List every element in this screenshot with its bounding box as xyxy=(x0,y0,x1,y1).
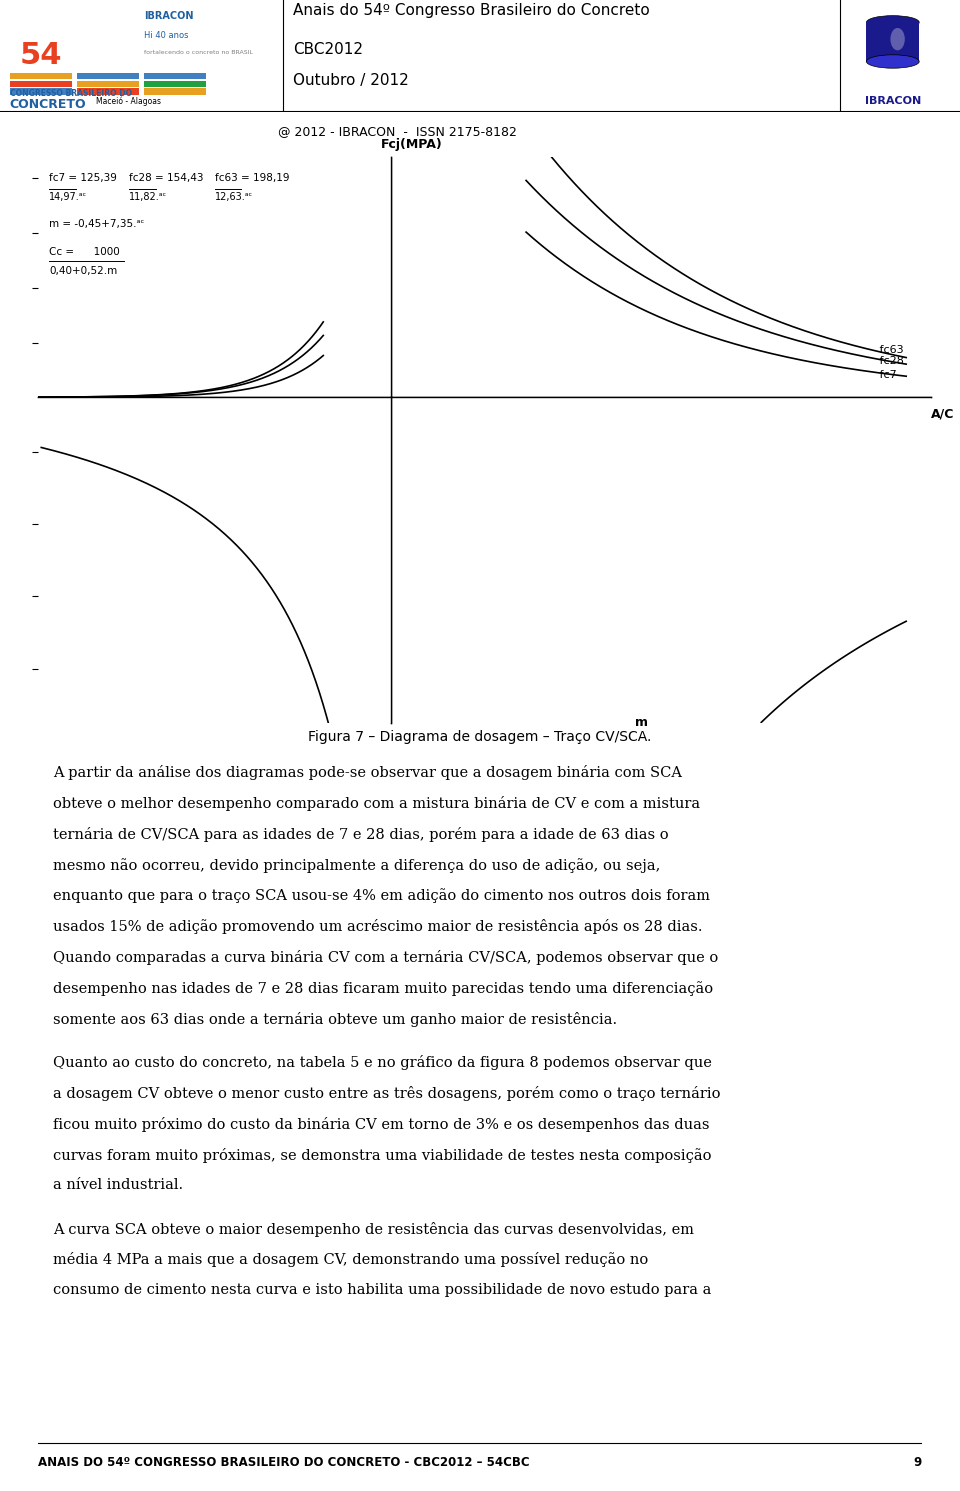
Text: CBC2012: CBC2012 xyxy=(293,43,363,58)
Text: média 4 MPa a mais que a dosagem CV, demonstrando uma possível redução no: média 4 MPa a mais que a dosagem CV, dem… xyxy=(53,1252,648,1267)
Text: 14,97.ᵃᶜ: 14,97.ᵃᶜ xyxy=(49,192,87,203)
Ellipse shape xyxy=(891,28,904,51)
Text: Anais do 54º Congresso Brasileiro do Concreto: Anais do 54º Congresso Brasileiro do Con… xyxy=(293,3,650,18)
Bar xyxy=(77,88,139,95)
Text: fc7 = 125,39: fc7 = 125,39 xyxy=(49,173,117,183)
Text: curvas foram muito próximas, se demonstra uma viabilidade de testes nesta compos: curvas foram muito próximas, se demonstr… xyxy=(53,1148,711,1163)
Text: fortalecendo o concreto no BRASIL: fortalecendo o concreto no BRASIL xyxy=(144,51,253,55)
Text: a dosagem CV obteve o menor custo entre as três dosagens, porém como o traço ter: a dosagem CV obteve o menor custo entre … xyxy=(53,1085,720,1100)
Bar xyxy=(10,81,72,88)
Text: IBRACON: IBRACON xyxy=(865,97,921,106)
Text: Quanto ao custo do concreto, na tabela 5 e no gráfico da figura 8 podemos observ: Quanto ao custo do concreto, na tabela 5… xyxy=(53,1056,711,1071)
Bar xyxy=(867,22,920,61)
Text: A/C: A/C xyxy=(931,407,954,420)
Text: desempenho nas idades de 7 e 28 dias ficaram muito parecidas tendo uma diferenci: desempenho nas idades de 7 e 28 dias fic… xyxy=(53,981,713,996)
Text: 54: 54 xyxy=(19,42,61,70)
Text: 11,82.ᵃᶜ: 11,82.ᵃᶜ xyxy=(130,192,167,203)
Text: CONGRESSO BRASILEIRO DO: CONGRESSO BRASILEIRO DO xyxy=(10,89,132,98)
Text: somente aos 63 dias onde a ternária obteve um ganho maior de resistência.: somente aos 63 dias onde a ternária obte… xyxy=(53,1012,617,1027)
Text: A curva SCA obteve o maior desempenho de resistência das curvas desenvolvidas, e: A curva SCA obteve o maior desempenho de… xyxy=(53,1221,694,1236)
Bar xyxy=(144,73,206,79)
Text: obteve o melhor desempenho comparado com a mistura binária de CV e com a mistura: obteve o melhor desempenho comparado com… xyxy=(53,796,700,811)
Bar xyxy=(77,81,139,88)
Text: Figura 7 – Diagrama de dosagem – Traço CV/SCA.: Figura 7 – Diagrama de dosagem – Traço C… xyxy=(308,729,652,744)
Bar xyxy=(144,81,206,88)
Text: fc28: fc28 xyxy=(876,356,904,365)
Ellipse shape xyxy=(867,55,920,69)
Text: usados 15% de adição promovendo um acréscimo maior de resistência após os 28 dia: usados 15% de adição promovendo um acrés… xyxy=(53,920,703,935)
Text: a nível industrial.: a nível industrial. xyxy=(53,1178,183,1193)
Text: Maceió - Alagoas: Maceió - Alagoas xyxy=(96,97,161,106)
Text: ternária de CV/SCA para as idades de 7 e 28 dias, porém para a idade de 63 dias : ternária de CV/SCA para as idades de 7 e… xyxy=(53,828,668,842)
Text: m = -0,45+7,35.ᵃᶜ: m = -0,45+7,35.ᵃᶜ xyxy=(49,219,144,230)
Text: enquanto que para o traço SCA usou-se 4% em adição do cimento nos outros dois fo: enquanto que para o traço SCA usou-se 4%… xyxy=(53,889,709,904)
Text: consumo de cimento nesta curva e isto habilita uma possibilidade de novo estudo : consumo de cimento nesta curva e isto ha… xyxy=(53,1284,711,1297)
Bar xyxy=(10,73,72,79)
Text: Fcj(MPA): Fcj(MPA) xyxy=(381,139,443,151)
Text: 12,63.ᵃᶜ: 12,63.ᵃᶜ xyxy=(215,192,252,203)
Text: fc63: fc63 xyxy=(876,344,903,355)
Text: Cc(Kg/m3): Cc(Kg/m3) xyxy=(321,407,394,420)
Text: 0,40+0,52.m: 0,40+0,52.m xyxy=(49,265,117,276)
Text: Quando comparadas a curva binária CV com a ternária CV/SCA, podemos observar que: Quando comparadas a curva binária CV com… xyxy=(53,950,718,965)
Text: @ 2012 - IBRACON  -  ISSN 2175-8182: @ 2012 - IBRACON - ISSN 2175-8182 xyxy=(278,125,517,137)
Text: Cc =      1000: Cc = 1000 xyxy=(49,248,120,256)
Text: fc28 = 154,43: fc28 = 154,43 xyxy=(130,173,204,183)
Text: mesmo não ocorreu, devido principalmente a diferença do uso de adição, ou seja,: mesmo não ocorreu, devido principalmente… xyxy=(53,857,660,872)
Text: fc7: fc7 xyxy=(876,370,897,380)
Text: ANAIS DO 54º CONGRESSO BRASILEIRO DO CONCRETO - CBC2012 – 54CBC: ANAIS DO 54º CONGRESSO BRASILEIRO DO CON… xyxy=(38,1457,530,1469)
Text: Outubro / 2012: Outubro / 2012 xyxy=(293,73,409,88)
Text: CONCRETO: CONCRETO xyxy=(10,98,86,110)
Text: m: m xyxy=(635,716,648,729)
Bar xyxy=(144,88,206,95)
Ellipse shape xyxy=(867,16,920,28)
Text: Hi 40 anos: Hi 40 anos xyxy=(144,31,188,40)
Text: fc63 = 198,19: fc63 = 198,19 xyxy=(215,173,289,183)
Text: A partir da análise dos diagramas pode-se observar que a dosagem binária com SCA: A partir da análise dos diagramas pode-s… xyxy=(53,765,682,780)
Bar xyxy=(77,73,139,79)
Text: IBRACON: IBRACON xyxy=(144,10,194,21)
Bar xyxy=(10,88,72,95)
Text: ficou muito próximo do custo da binária CV em torno de 3% e os desempenhos das d: ficou muito próximo do custo da binária … xyxy=(53,1117,709,1132)
Text: 9: 9 xyxy=(913,1457,922,1469)
